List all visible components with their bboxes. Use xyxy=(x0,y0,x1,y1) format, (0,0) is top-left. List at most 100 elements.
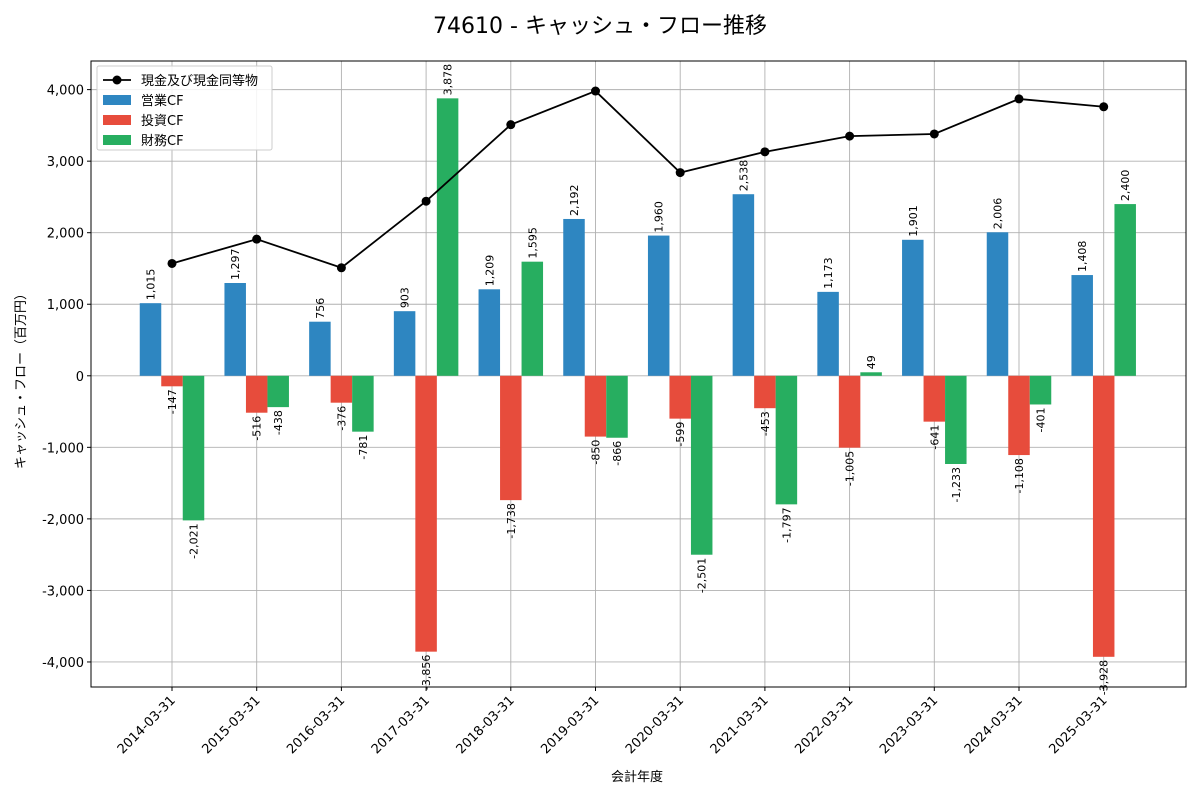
cash-point-2020-03-31 xyxy=(675,168,685,178)
bar-投資CF-2023-03-31 xyxy=(923,375,946,422)
legend-label: 営業CF xyxy=(141,93,184,109)
legend-bar-swatch xyxy=(103,135,131,145)
data-label: -866 xyxy=(611,441,624,466)
x-tick-label: 2023-03-31 xyxy=(877,693,941,757)
bar-財務CF-2017-03-31 xyxy=(436,98,459,376)
plot-frame xyxy=(90,60,1187,688)
bar-営業CF-2016-03-31 xyxy=(309,321,331,376)
cash-point-2015-03-31 xyxy=(252,234,262,244)
data-label: 1,960 xyxy=(653,201,666,233)
bar-series xyxy=(139,98,1136,657)
bar-営業CF-2025-03-31 xyxy=(1071,275,1093,376)
data-label: 903 xyxy=(399,287,412,308)
bar-投資CF-2025-03-31 xyxy=(1092,375,1115,657)
bar-営業CF-2023-03-31 xyxy=(902,239,924,376)
data-label: -641 xyxy=(928,425,941,450)
data-label: 1,297 xyxy=(229,248,242,280)
bar-投資CF-2021-03-31 xyxy=(754,375,776,409)
data-label: -3,856 xyxy=(420,655,433,690)
bar-営業CF-2022-03-31 xyxy=(817,291,839,376)
bar-財務CF-2025-03-31 xyxy=(1114,204,1136,376)
bar-財務CF-2023-03-31 xyxy=(945,375,967,465)
bar-財務CF-2024-03-31 xyxy=(1029,375,1052,405)
bar-投資CF-2020-03-31 xyxy=(669,375,691,419)
bar-営業CF-2018-03-31 xyxy=(478,289,501,376)
bar-投資CF-2019-03-31 xyxy=(584,375,607,437)
y-tick-label: 1,000 xyxy=(47,298,84,313)
bar-営業CF-2019-03-31 xyxy=(563,218,585,376)
data-label: 2,538 xyxy=(737,160,750,192)
bar-投資CF-2016-03-31 xyxy=(330,375,353,403)
x-tick-label: 2024-03-31 xyxy=(962,693,1026,757)
bar-営業CF-2024-03-31 xyxy=(986,232,1009,376)
bar-営業CF-2020-03-31 xyxy=(647,235,670,376)
x-tick-label: 2021-03-31 xyxy=(708,693,772,757)
y-tick-label: 3,000 xyxy=(47,155,84,170)
bar-投資CF-2014-03-31 xyxy=(161,375,183,387)
legend-bar-swatch xyxy=(103,95,131,105)
data-label: 1,209 xyxy=(483,255,496,287)
data-label: -1,108 xyxy=(1013,458,1026,493)
bar-投資CF-2024-03-31 xyxy=(1008,375,1030,456)
data-label: 1,901 xyxy=(907,205,920,237)
data-label: 756 xyxy=(314,298,327,319)
data-label: 2,192 xyxy=(568,184,581,216)
cash-point-2014-03-31 xyxy=(167,258,177,268)
cash-point-2019-03-31 xyxy=(591,86,600,96)
x-tick-label: 2014-03-31 xyxy=(115,693,179,757)
cash-point-2022-03-31 xyxy=(845,131,855,141)
legend-label: 財務CF xyxy=(141,134,184,149)
cash-point-2021-03-31 xyxy=(760,147,770,157)
data-label: -850 xyxy=(590,440,603,465)
bar-投資CF-2017-03-31 xyxy=(415,375,437,652)
data-label: -438 xyxy=(272,410,285,435)
data-label: -453 xyxy=(759,411,772,436)
bar-営業CF-2017-03-31 xyxy=(393,311,416,376)
x-tick-label: 2020-03-31 xyxy=(623,693,687,757)
bar-財務CF-2022-03-31 xyxy=(860,372,882,376)
data-label: -376 xyxy=(335,406,348,431)
data-label: 1,173 xyxy=(822,257,835,289)
data-label: 1,595 xyxy=(526,227,539,259)
data-label: -2,501 xyxy=(696,558,709,593)
bar-営業CF-2021-03-31 xyxy=(732,194,755,376)
cash-line-series xyxy=(167,86,1109,273)
cash-point-2024-03-31 xyxy=(1014,94,1024,104)
data-label: 1,015 xyxy=(145,269,158,301)
data-label: -1,797 xyxy=(780,507,793,542)
cash-point-2023-03-31 xyxy=(929,129,939,139)
data-label: -599 xyxy=(674,422,687,447)
bar-営業CF-2014-03-31 xyxy=(139,303,162,376)
data-labels: 1,015 1,297 756 903 1,209 2,192 1,960 2,538 1,17… xyxy=(145,64,1133,695)
data-label: -1,738 xyxy=(505,503,518,538)
x-tick-label: 2017-03-31 xyxy=(369,693,433,757)
data-label: 2,006 xyxy=(992,198,1005,230)
legend-box xyxy=(96,65,273,151)
data-label: 1,408 xyxy=(1076,241,1089,273)
y-tick-label: -2,000 xyxy=(42,513,84,528)
x-tick-label: 2025-03-31 xyxy=(1046,693,1110,757)
grid-lines xyxy=(91,61,1186,687)
data-label: -516 xyxy=(251,416,264,441)
legend-bar-swatch xyxy=(103,115,131,125)
chart-title: 74610 - キャッシュ・フロー推移 xyxy=(433,14,767,39)
bar-財務CF-2019-03-31 xyxy=(606,375,628,438)
y-tick-label: -4,000 xyxy=(42,656,84,671)
x-tick-label: 2019-03-31 xyxy=(538,693,602,757)
x-tick-label: 2015-03-31 xyxy=(199,693,263,757)
y-tick-label: -1,000 xyxy=(42,441,84,456)
bar-財務CF-2016-03-31 xyxy=(352,375,374,432)
legend-label: 現金及び現金同等物 xyxy=(141,73,258,89)
bar-財務CF-2014-03-31 xyxy=(182,375,205,521)
y-tick-label: 2,000 xyxy=(47,227,84,242)
data-label: -2,021 xyxy=(188,523,201,558)
y-axis-ticks: -4,000 -3,000 -2,000 -1,000 0 1,000 2,000 3,000… xyxy=(42,84,91,671)
bar-投資CF-2022-03-31 xyxy=(838,375,861,448)
bar-営業CF-2015-03-31 xyxy=(224,282,246,376)
cash-point-2016-03-31 xyxy=(336,263,346,273)
x-tick-label: 2022-03-31 xyxy=(792,693,856,757)
data-label: -147 xyxy=(166,389,179,414)
data-label: -3,928 xyxy=(1098,660,1111,695)
